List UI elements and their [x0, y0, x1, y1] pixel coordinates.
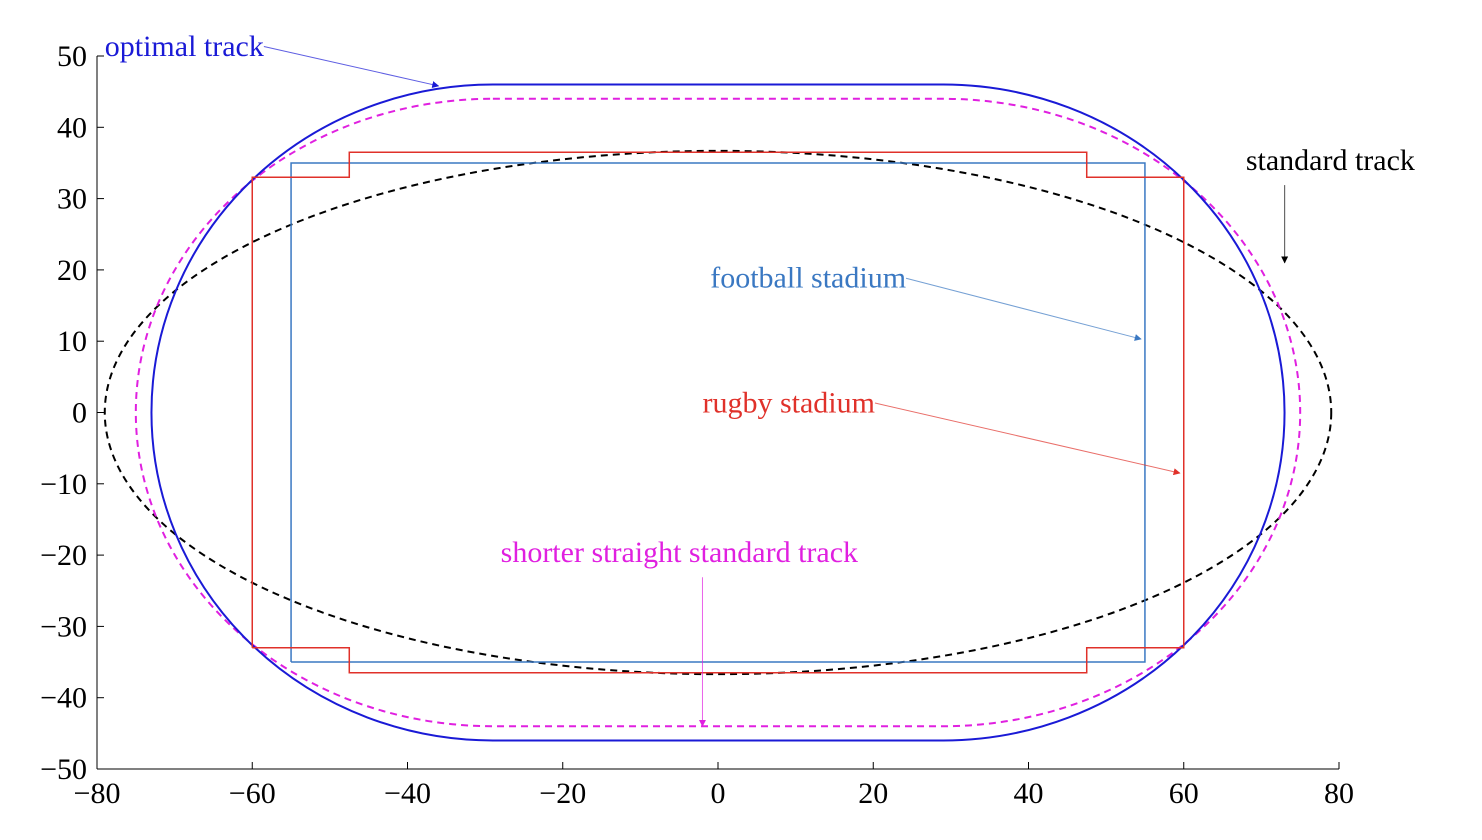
x-tick-label: −80	[74, 777, 121, 810]
football-stadium-arrow	[905, 277, 1142, 341]
rugby-stadium-label: rugby stadium	[702, 387, 875, 420]
shorter-straight-standard-track-line	[134, 97, 1302, 728]
x-tick-label: 60	[1169, 777, 1199, 810]
x-tick-label: 20	[858, 777, 888, 810]
x-tick-label: −20	[539, 777, 586, 810]
y-tick-label: 0	[72, 397, 87, 430]
x-tick-label: −40	[384, 777, 431, 810]
football-stadium-line	[290, 162, 1146, 663]
y-tick-label: −30	[40, 610, 87, 643]
y-tick-label: 10	[57, 325, 87, 358]
optimal-track-line	[150, 83, 1286, 742]
y-tick-label: 50	[57, 40, 87, 73]
x-tick-label: 40	[1014, 777, 1044, 810]
rugby-stadium-arrow	[874, 402, 1181, 476]
x-tick-label: −60	[229, 777, 276, 810]
football-stadium-label: football stadium	[710, 262, 906, 295]
annotations: optimal track standard track football stad…	[105, 30, 1415, 727]
x-tick-label: 0	[711, 777, 726, 810]
optimal-track-label: optimal track	[105, 30, 264, 63]
rugby-stadium-line	[251, 151, 1185, 674]
y-tick-label: 20	[57, 254, 87, 287]
y-tick-label: 40	[57, 111, 87, 144]
x-tick-label: 80	[1324, 777, 1354, 810]
y-tick-label: −40	[40, 682, 87, 715]
y-tick-label: −20	[40, 539, 87, 572]
y-tick-label: −10	[40, 468, 87, 501]
y-tick-label: −50	[40, 753, 87, 786]
plot-area	[103, 83, 1333, 742]
standard-track-line	[103, 149, 1333, 676]
axes: −50 −40 −30 −20 −10 0 10 20 30 40 50 −80 −60 −40 −20 0 2…	[40, 40, 1354, 810]
y-tick-label: 30	[57, 183, 87, 216]
shorter-straight-standard-track-label: shorter straight standard track	[501, 536, 858, 569]
standard-track-label: standard track	[1246, 144, 1415, 177]
optimal-track-arrow	[263, 46, 440, 88]
